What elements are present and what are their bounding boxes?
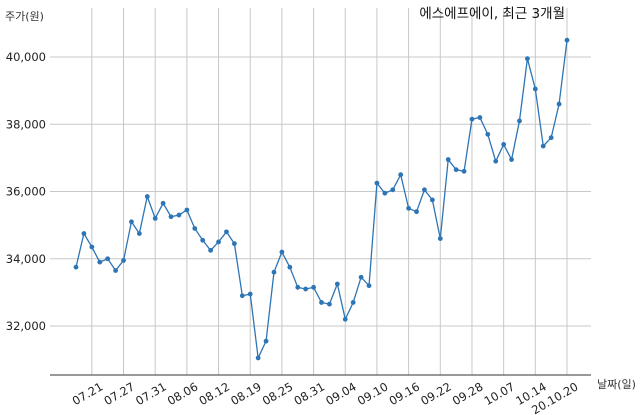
data-point	[414, 209, 419, 215]
data-point	[129, 219, 134, 225]
data-point	[540, 143, 546, 149]
x-tick-label: 09.28	[450, 379, 486, 408]
data-point	[303, 286, 309, 292]
data-point	[477, 115, 483, 120]
chart-title: 에스에프에이, 최근 3개월	[419, 6, 565, 22]
data-point	[121, 258, 126, 263]
data-point	[231, 241, 237, 247]
data-point	[469, 116, 475, 122]
data-point	[517, 118, 522, 124]
data-point	[509, 157, 514, 162]
x-tick-label: 07.31	[133, 379, 169, 408]
data-point	[350, 300, 356, 305]
y-tick-label: 34,000	[6, 252, 46, 266]
data-point	[548, 135, 554, 141]
grid-lines	[50, 8, 591, 375]
data-point	[564, 37, 570, 43]
data-point	[406, 205, 412, 211]
y-tick-label: 36,000	[6, 185, 46, 199]
data-point	[97, 259, 103, 265]
x-tick-label: 07.21	[70, 379, 106, 408]
data-point	[192, 226, 198, 231]
x-axis-ticks: 07.2107.2707.3108.0608.1208.1908.2508.31…	[70, 379, 581, 415]
data-point	[152, 216, 158, 221]
data-point	[81, 231, 87, 236]
data-point	[374, 180, 380, 186]
data-point	[319, 300, 324, 305]
x-tick-label: 08.06	[165, 379, 201, 408]
data-point	[334, 281, 340, 287]
price-series-line	[75, 40, 568, 361]
data-point	[247, 291, 253, 297]
data-point	[493, 158, 499, 164]
y-axis-ticks: 32,000 34,000 36,000 38,000 40,000	[6, 50, 46, 333]
data-point	[461, 168, 467, 174]
data-point	[200, 237, 206, 243]
x-tick-label: 07.27	[101, 379, 137, 408]
x-tick-label: 09.10	[355, 379, 391, 408]
data-point	[311, 284, 316, 290]
x-tick-label: 08.12	[197, 379, 233, 408]
data-point	[208, 247, 214, 253]
data-point	[136, 231, 142, 236]
data-point	[445, 157, 451, 162]
data-point	[532, 86, 538, 92]
y-axis-label: 주가(원)	[5, 10, 44, 23]
data-point	[239, 293, 245, 299]
data-point	[216, 239, 221, 245]
data-point	[73, 264, 79, 270]
data-point	[255, 355, 261, 361]
data-point	[453, 167, 459, 173]
x-tick-label: 08.19	[228, 379, 264, 408]
data-point	[263, 338, 269, 344]
data-point	[437, 236, 443, 241]
data-point	[366, 283, 372, 289]
y-tick-label: 38,000	[6, 117, 46, 131]
data-point	[271, 269, 277, 275]
x-axis-label: 날짜(일)	[597, 377, 636, 391]
data-point	[113, 268, 118, 273]
data-point	[184, 207, 190, 213]
data-point	[429, 197, 435, 203]
data-point	[160, 200, 166, 206]
data-point	[556, 101, 562, 107]
data-point	[342, 316, 348, 322]
data-point	[358, 274, 364, 280]
data-point	[422, 187, 427, 193]
data-point	[168, 214, 174, 220]
data-point	[279, 249, 285, 255]
data-point	[382, 190, 388, 196]
price-series-points	[73, 37, 570, 361]
y-tick-label: 32,000	[6, 319, 46, 333]
data-point	[295, 284, 301, 290]
x-tick-label: 08.31	[292, 379, 328, 408]
data-point	[327, 301, 332, 307]
x-tick-label: 08.25	[260, 379, 296, 408]
data-point	[89, 244, 95, 250]
data-point	[390, 187, 396, 193]
data-point	[105, 256, 111, 262]
data-point	[525, 56, 530, 62]
data-point	[485, 131, 491, 137]
data-point	[144, 194, 150, 199]
x-tick-label: 10.07	[482, 379, 518, 408]
data-point	[176, 212, 182, 218]
x-tick-label: 09.04	[323, 379, 359, 408]
data-point	[224, 229, 229, 235]
data-point	[287, 264, 293, 270]
data-point	[398, 172, 404, 178]
data-point	[501, 142, 507, 147]
x-tick-label: 09.22	[418, 379, 454, 408]
x-tick-label: 09.16	[387, 379, 423, 408]
y-tick-label: 40,000	[6, 50, 46, 64]
